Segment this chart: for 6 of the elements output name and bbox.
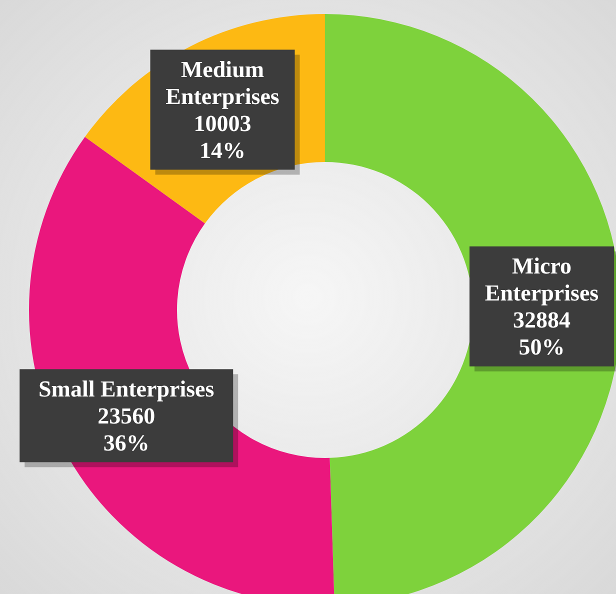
- slice-label: Small Enterprises: [38, 376, 214, 402]
- data-label: 10003 14%: [194, 110, 252, 163]
- data-label: 32884 50%: [513, 307, 571, 360]
- slice-label: Medium Enterprises: [166, 56, 280, 109]
- data-label: 23560 36%: [98, 403, 156, 456]
- slice-label: Micro Enterprises: [484, 253, 599, 306]
